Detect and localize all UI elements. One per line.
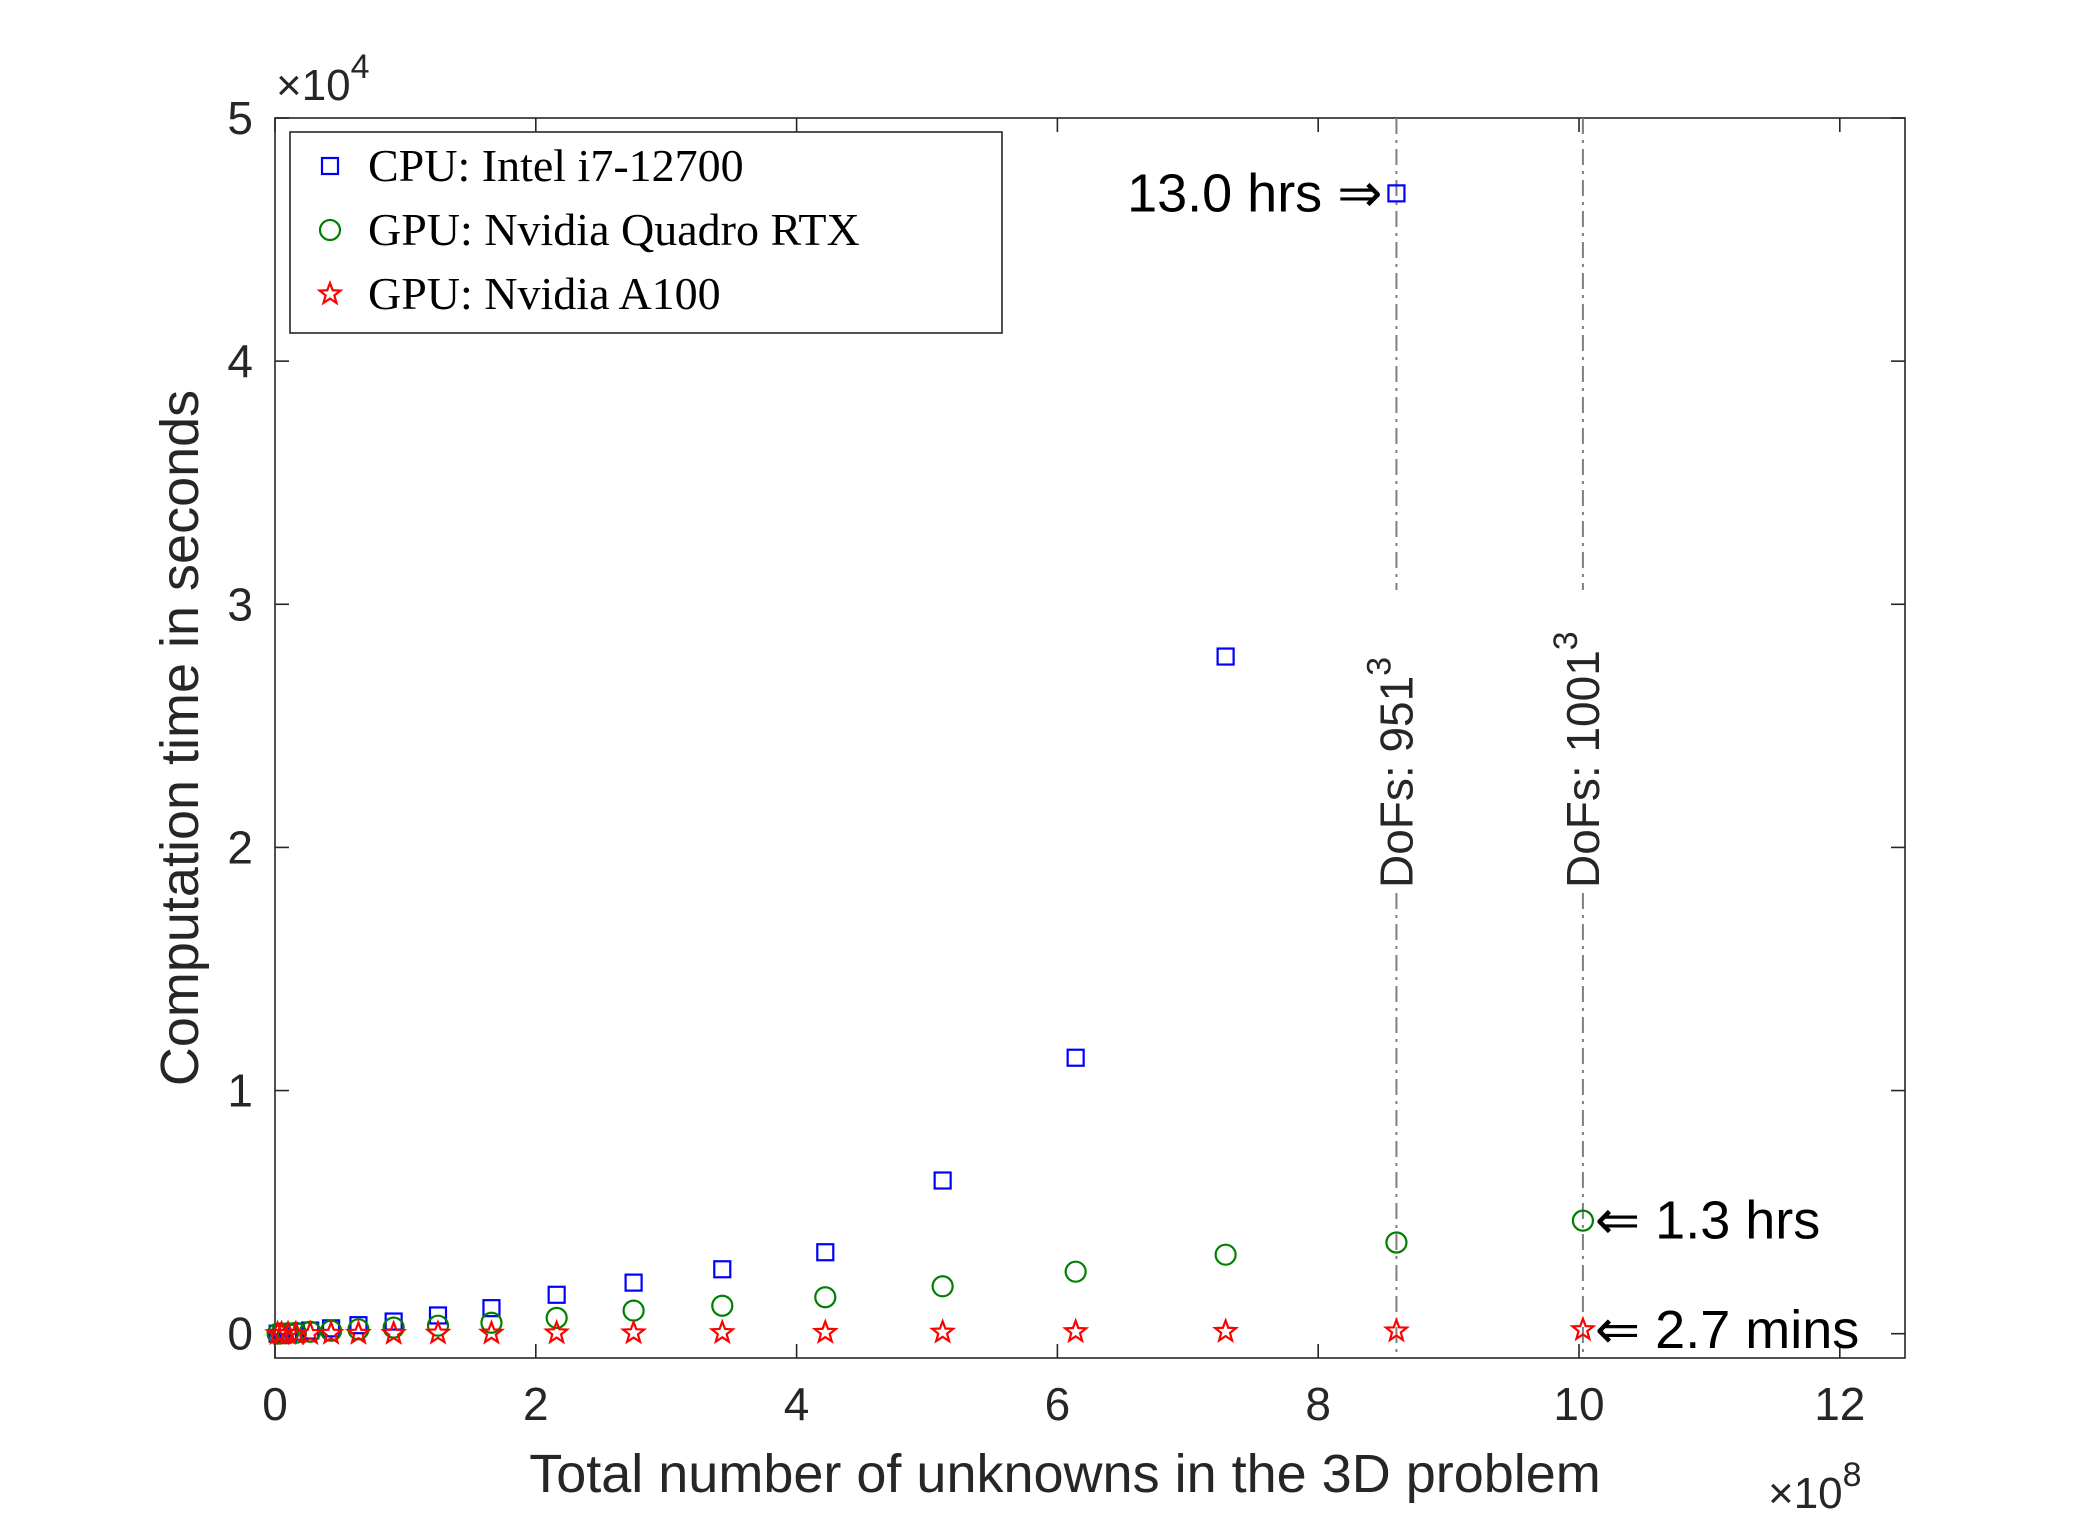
x-tick-label: 10	[1553, 1378, 1604, 1430]
x-axis-multiplier: ×108	[1768, 1456, 1862, 1518]
a100-point	[380, 1319, 408, 1345]
x-multiplier-base: ×10	[1768, 1469, 1843, 1518]
a100-point	[929, 1318, 957, 1344]
cpu-point	[1387, 184, 1406, 203]
reference-line-label: DoFs: 9513	[1360, 657, 1422, 888]
annotation-arrow: ⇒	[1337, 163, 1382, 223]
y-multiplier-base: ×10	[276, 61, 351, 110]
annotation-text: 2.7 mins	[1655, 1300, 1859, 1360]
a100-point	[1062, 1317, 1090, 1344]
a100-point	[274, 1319, 302, 1346]
reference-label-base: DoFs: 1001	[1557, 650, 1609, 888]
y-axis-multiplier: ×104	[276, 48, 370, 110]
annotation-arrow: ⇐	[1595, 1191, 1655, 1251]
quadro-point	[711, 1294, 734, 1317]
a100-point	[424, 1319, 452, 1345]
x-axis-label: Total number of unknowns in the 3D probl…	[529, 1444, 1601, 1504]
quadro-point	[426, 1314, 450, 1337]
cpu-point	[933, 1171, 952, 1190]
a100-point	[344, 1319, 372, 1345]
annotations: 13.0 hrs ⇒⇐ 1.3 hrs⇐ 2.7 mins	[1127, 163, 1859, 1359]
data-markers	[264, 184, 1597, 1346]
legend-box	[289, 131, 1003, 334]
y-tick-label: 4	[227, 335, 253, 387]
y-tick-label: 1	[227, 1065, 253, 1117]
reference-label-exponent: 3	[1360, 657, 1398, 676]
legend: CPU: Intel i7-12700 GPU: Nvidia Quadro RT…	[289, 131, 1003, 334]
quadro-point	[1571, 1209, 1595, 1232]
cpu-point	[1216, 647, 1235, 666]
annotation-arrow: ⇐	[1595, 1300, 1655, 1360]
quadro-point	[480, 1311, 503, 1334]
reference-lines: DoFs: 9513 DoFs: 10013	[1360, 118, 1613, 1358]
reference-label-bg	[1552, 590, 1613, 890]
a100-point	[1212, 1317, 1240, 1343]
quadro-point	[1385, 1231, 1408, 1254]
legend-label: GPU: Nvidia A100	[368, 268, 721, 319]
annotation: 13.0 hrs ⇒	[1127, 163, 1382, 223]
plot-area	[274, 117, 1906, 1359]
legend-label: GPU: Nvidia Quadro RTX	[368, 204, 860, 255]
a100-point	[296, 1319, 324, 1346]
a100-point	[708, 1318, 736, 1345]
reference-line-label: DoFs: 10013	[1547, 631, 1609, 888]
y-tick-label: 2	[227, 821, 253, 873]
y-axis-label: Computation time in seconds	[150, 390, 210, 1086]
x-multiplier-exponent: 8	[1843, 1456, 1862, 1494]
axes-box	[274, 117, 1906, 1359]
a100-point	[543, 1318, 571, 1345]
legend-label: CPU: Intel i7-12700	[368, 140, 744, 191]
a100-point	[477, 1319, 505, 1345]
cpu-point	[713, 1260, 732, 1279]
x-tick-label: 6	[1045, 1378, 1071, 1430]
x-tick-label: 2	[523, 1378, 549, 1430]
a100-point	[316, 279, 344, 306]
cpu-point	[624, 1273, 643, 1292]
cpu-point	[482, 1299, 501, 1318]
x-tick-label: 0	[262, 1378, 288, 1430]
annotation-text: 13.0 hrs	[1127, 163, 1337, 223]
a100-point	[1382, 1316, 1410, 1343]
a100-point	[317, 1319, 345, 1345]
quadro-point	[1064, 1260, 1087, 1283]
cpu-point	[547, 1285, 566, 1304]
reference-label-bg	[1366, 590, 1427, 890]
y-tick-label: 5	[227, 92, 253, 144]
cpu-point	[816, 1243, 835, 1262]
x-tick-label: 4	[784, 1378, 810, 1430]
annotation: ⇐ 1.3 hrs	[1595, 1191, 1820, 1251]
quadro-point	[931, 1275, 954, 1298]
y-tick-label: 3	[227, 578, 253, 630]
quadro-point	[622, 1299, 645, 1322]
quadro-point	[1214, 1243, 1237, 1266]
a100-point	[811, 1318, 839, 1344]
a100-point	[620, 1318, 648, 1345]
annotation-text: 1.3 hrs	[1655, 1191, 1820, 1251]
a100-point	[1569, 1315, 1597, 1342]
quadro-point	[814, 1286, 837, 1309]
x-tick-label: 8	[1305, 1378, 1331, 1430]
cpu-point	[320, 156, 340, 176]
y-tick-label: 0	[227, 1308, 253, 1360]
reference-label-exponent: 3	[1547, 631, 1585, 650]
reference-label-base: DoFs: 951	[1370, 676, 1422, 888]
quadro-point	[318, 218, 342, 242]
y-multiplier-exponent: 4	[351, 48, 370, 86]
annotation: ⇐ 2.7 mins	[1595, 1300, 1859, 1360]
x-tick-label: 12	[1814, 1378, 1865, 1430]
cpu-point	[1066, 1048, 1085, 1067]
quadro-point	[545, 1306, 568, 1329]
